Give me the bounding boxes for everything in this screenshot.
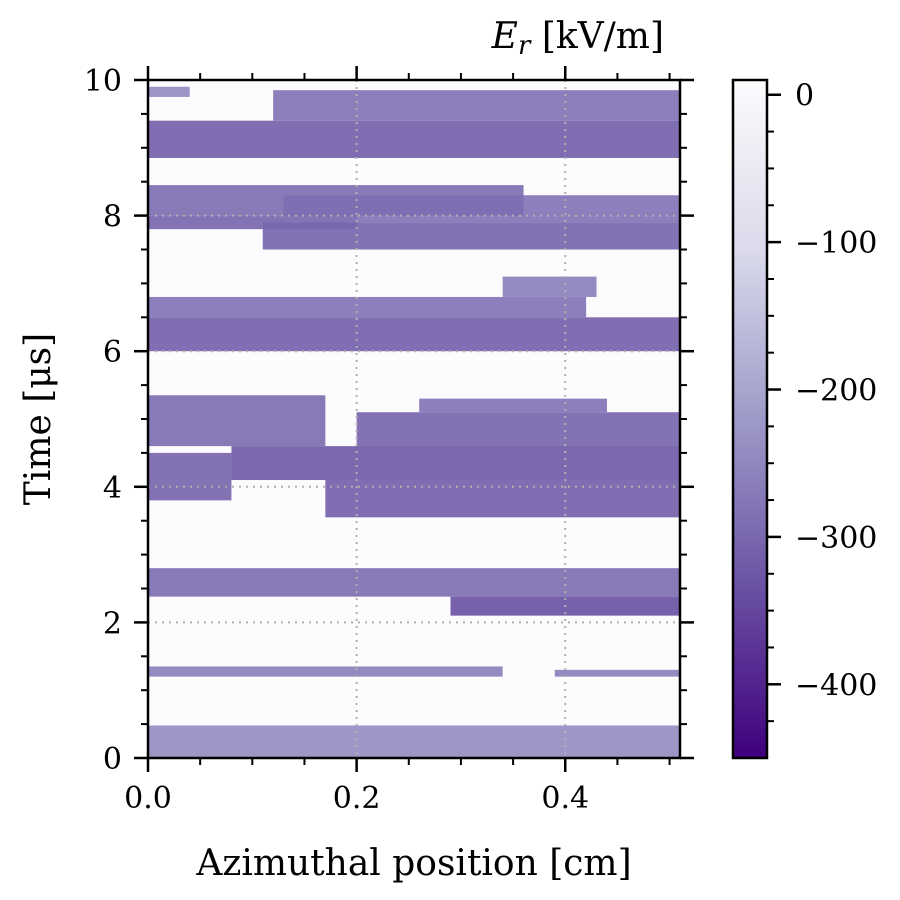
field-region	[148, 120, 680, 158]
x-tick-label: 0.0	[124, 781, 172, 816]
colorbar-tick-label: −100	[795, 226, 877, 261]
x-tick-labels: 0.0 0.2 0.4	[124, 781, 589, 816]
x-tick-label: 0.2	[333, 781, 381, 816]
colorbar	[731, 78, 769, 760]
field-region	[148, 86, 190, 97]
field-region	[273, 90, 680, 121]
y-tick-label: 6	[103, 335, 122, 370]
field-region	[325, 480, 680, 518]
y-tick-label: 8	[103, 200, 122, 235]
x-axis-label: Azimuthal position [cm]	[195, 843, 631, 884]
field-region	[148, 568, 680, 597]
field-region	[554, 669, 680, 677]
y-tick-label: 2	[103, 606, 122, 641]
colorbar-ticks	[767, 93, 781, 723]
x-tick-label: 0.4	[541, 781, 589, 816]
grid-lines	[148, 80, 680, 758]
y-tick-labels: 0 2 4 6 8 10	[84, 64, 122, 777]
field-regions	[148, 86, 680, 758]
colorbar-tick-label: −300	[795, 521, 877, 556]
colorbar-tick-label: 0	[795, 79, 814, 114]
field-region	[148, 395, 326, 447]
y-tick-label: 10	[84, 64, 122, 99]
y-axis-label: Time [μs]	[18, 333, 59, 505]
field-region	[148, 725, 680, 758]
field-region	[148, 296, 587, 318]
field-region	[148, 452, 232, 501]
field-region	[419, 398, 607, 413]
y-tick-label: 4	[103, 471, 122, 506]
colorbar-tick-label: −400	[795, 668, 877, 703]
field-region	[356, 412, 680, 453]
colorbar-title: Er [kV/m]	[491, 16, 664, 61]
field-region	[148, 185, 524, 216]
axis-ticks	[134, 66, 694, 772]
colorbar-tick-label: −200	[795, 374, 877, 409]
field-region	[148, 666, 503, 677]
field-region	[502, 276, 597, 297]
colorbar-tick-labels: 0 −100 −200 −300 −400	[795, 79, 877, 704]
field-region	[148, 317, 680, 352]
y-tick-label: 0	[103, 742, 122, 777]
